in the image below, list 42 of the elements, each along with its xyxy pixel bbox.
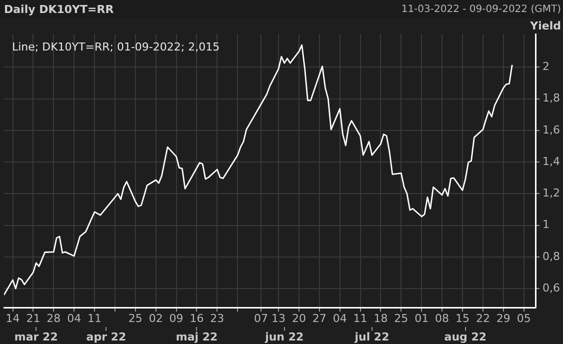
x-tick-label: 20 [292, 312, 306, 326]
x-tick-label: 13 [272, 312, 286, 326]
x-tick-label: 18 [374, 312, 388, 326]
chart-title: Daily DK10YT=RR [4, 2, 114, 16]
x-tick-label: 21 [26, 312, 40, 326]
y-tick-label: 0,6 [542, 281, 560, 294]
y-tick-label: 2 [542, 60, 550, 74]
x-tick-label: 22 [476, 312, 490, 326]
x2-tick-label: jun 22 [264, 330, 304, 344]
x-tick-label: 16 [190, 312, 204, 326]
x-tick-label: 29 [496, 312, 510, 326]
x-tick-label: 02 [148, 312, 163, 326]
y-tick-label: 0,8 [542, 250, 560, 263]
chart-subtitle: 11-03-2022 - 09-09-2022 (GMT) [401, 4, 561, 14]
x2-tick-label: jul 22 [354, 330, 390, 344]
x-tick-label: 04 [67, 312, 82, 326]
x-tick-label: 25 [128, 312, 142, 326]
x-tick-label: 15 [455, 312, 470, 326]
x-tick-label: 28 [46, 312, 61, 326]
x2-tick-label: maj 22 [176, 330, 218, 344]
y-axis-title: Yield [529, 19, 561, 32]
x-tick-label: 05 [516, 312, 531, 326]
y-tick-label: 1 [542, 218, 550, 232]
x-tick-label: 23 [210, 312, 224, 326]
y-tick-label: 1,6 [542, 123, 560, 136]
x-tick-label: 25 [394, 312, 408, 326]
x-tick-label: 01 [414, 312, 429, 326]
y-tick-label: 1,8 [542, 92, 560, 105]
x-tick-label: 04 [332, 312, 347, 326]
y-tick-label: 1,2 [542, 186, 560, 200]
x-tick-label: 07 [254, 312, 268, 326]
x-tick-label: 09 [169, 312, 184, 326]
x-tick-label: 11 [353, 312, 368, 326]
x2-tick-label: apr 22 [86, 330, 126, 344]
x-tick-label: 11 [88, 312, 102, 326]
x-tick-label: 08 [435, 312, 450, 326]
annotation: Line; DK10YT=RR; 01-09-2022; 2,015 [12, 40, 220, 54]
x2-tick-label: aug 22 [444, 330, 487, 344]
x2-tick-label: mar 22 [14, 330, 58, 344]
y-tick-label: 1,4 [542, 154, 560, 168]
x-tick-label: 27 [312, 312, 326, 326]
x-tick-label: 14 [6, 312, 20, 326]
